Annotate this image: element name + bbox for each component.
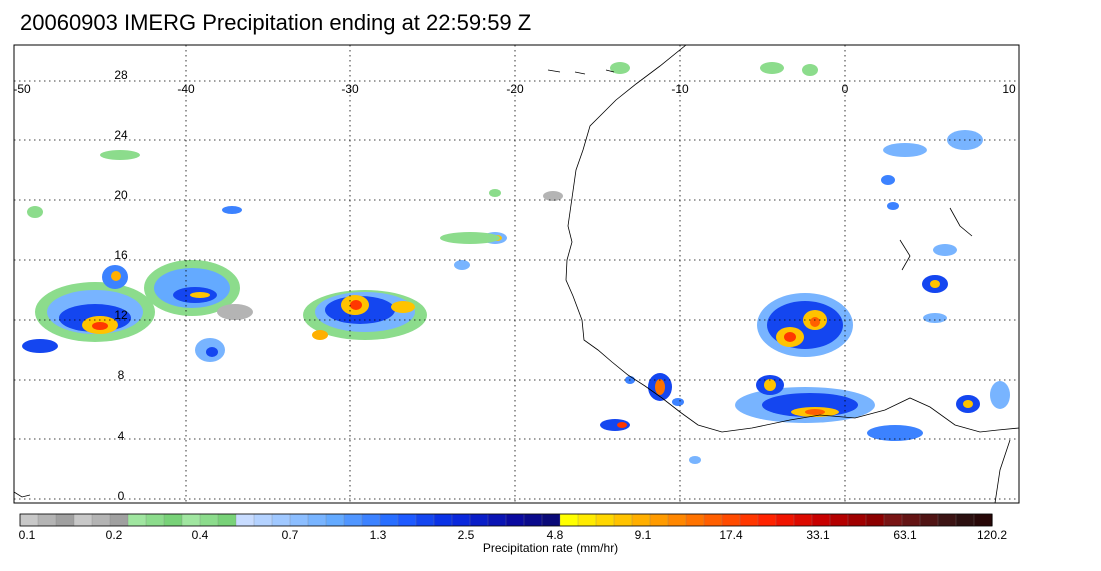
colorbar-frame: [19, 513, 993, 527]
colorbar-swatch: [253, 513, 273, 527]
colorbar-swatch: [469, 513, 489, 527]
colorbar-swatch: [55, 513, 75, 527]
colorbar-swatch: [775, 513, 795, 527]
colorbar-swatch: [397, 513, 417, 527]
colorbar-swatch: [487, 513, 507, 527]
colorbar-swatch: [739, 513, 759, 527]
lat-label: 20: [114, 188, 128, 202]
lat-label: 12: [114, 308, 128, 322]
colorbar-swatch: [937, 513, 957, 527]
map-frame: [13, 44, 1020, 504]
colorbar-swatch: [631, 513, 651, 527]
colorbar-swatch: [541, 513, 561, 527]
colorbar-tick-label: 63.1: [893, 528, 917, 542]
colorbar-swatch: [847, 513, 867, 527]
colorbar-swatch: [361, 513, 381, 527]
colorbar-swatch: [73, 513, 93, 527]
map-title: 20060903 IMERG Precipitation ending at 2…: [20, 10, 532, 35]
colorbar-label: Precipitation rate (mm/hr): [482, 541, 619, 555]
colorbar-swatch: [955, 513, 975, 527]
colorbar-swatch: [307, 513, 327, 527]
colorbar-tick-label: 33.1: [806, 528, 830, 542]
colorbar-swatch: [811, 513, 831, 527]
colorbar-swatch: [793, 513, 813, 527]
colorbar-swatch: [433, 513, 453, 527]
colorbar-tick-label: 1.3: [370, 528, 387, 542]
lat-label: 28: [114, 68, 128, 82]
colorbar-tick-label: 0.1: [19, 528, 36, 542]
colorbar-tick-label: 0.2: [106, 528, 123, 542]
colorbar-swatch: [595, 513, 615, 527]
colorbar-swatch: [325, 513, 345, 527]
colorbar-swatch: [19, 513, 39, 527]
colorbar-swatch: [973, 513, 993, 527]
lat-label: 4: [118, 429, 125, 443]
colorbar-swatch: [523, 513, 543, 527]
colorbar-tick-label: 4.8: [547, 528, 564, 542]
colorbar-swatch: [91, 513, 111, 527]
lat-label: 16: [114, 248, 128, 262]
colorbar-swatch: [505, 513, 525, 527]
colorbar-swatch: [109, 513, 129, 527]
colorbar-swatch: [757, 513, 777, 527]
lat-label: 24: [114, 128, 128, 142]
colorbar-tick-label: 2.5: [458, 528, 475, 542]
colorbar-swatch: [721, 513, 741, 527]
colorbar-swatch: [667, 513, 687, 527]
lon-label: 0: [842, 82, 849, 96]
colorbar-swatch: [181, 513, 201, 527]
colorbar-swatch: [145, 513, 165, 527]
coastlines: [14, 45, 1019, 503]
colorbar-swatch: [613, 513, 633, 527]
lon-label: -10: [671, 82, 689, 96]
colorbar-swatch: [865, 513, 885, 527]
colorbar-swatch: [271, 513, 291, 527]
colorbar-swatch: [883, 513, 903, 527]
lon-label: 10: [1002, 82, 1016, 96]
colorbar-tick-label: 17.4: [719, 528, 743, 542]
colorbar: [19, 513, 993, 527]
colorbar-tick-label: 9.1: [635, 528, 652, 542]
longitude-labels: -50 -40 -30 -20 -10 0 10: [13, 82, 1016, 96]
colorbar-swatch: [577, 513, 597, 527]
colorbar-swatch: [685, 513, 705, 527]
colorbar-swatch: [343, 513, 363, 527]
colorbar-swatch: [199, 513, 219, 527]
colorbar-swatch: [217, 513, 237, 527]
latitude-labels: 28 24 20 16 12 8 4 0: [114, 68, 128, 503]
colorbar-swatch: [289, 513, 309, 527]
graticule: [14, 45, 1019, 503]
colorbar-tick-label: 0.4: [192, 528, 209, 542]
lat-label: 0: [118, 489, 125, 503]
colorbar-swatch: [649, 513, 669, 527]
colorbar-tick-label: 0.7: [282, 528, 299, 542]
colorbar-swatch: [703, 513, 723, 527]
lon-label: -50: [13, 82, 31, 96]
lon-label: -20: [506, 82, 524, 96]
lon-label: -30: [341, 82, 359, 96]
colorbar-swatch: [127, 513, 147, 527]
colorbar-swatch: [37, 513, 57, 527]
colorbar-swatch: [415, 513, 435, 527]
precipitation-field: [22, 62, 1010, 464]
lon-label: -40: [177, 82, 195, 96]
colorbar-swatch: [919, 513, 939, 527]
colorbar-tick-labels: 0.1 0.2 0.4 0.7 1.3 2.5 4.8 9.1 17.4 33.…: [19, 528, 1008, 542]
colorbar-swatch: [163, 513, 183, 527]
colorbar-swatch: [901, 513, 921, 527]
lat-label: 8: [118, 368, 125, 382]
colorbar-swatch: [379, 513, 399, 527]
colorbar-swatch: [559, 513, 579, 527]
colorbar-swatch: [451, 513, 471, 527]
colorbar-tick-label: 120.2: [977, 528, 1007, 542]
colorbar-swatch: [235, 513, 255, 527]
colorbar-swatch: [829, 513, 849, 527]
